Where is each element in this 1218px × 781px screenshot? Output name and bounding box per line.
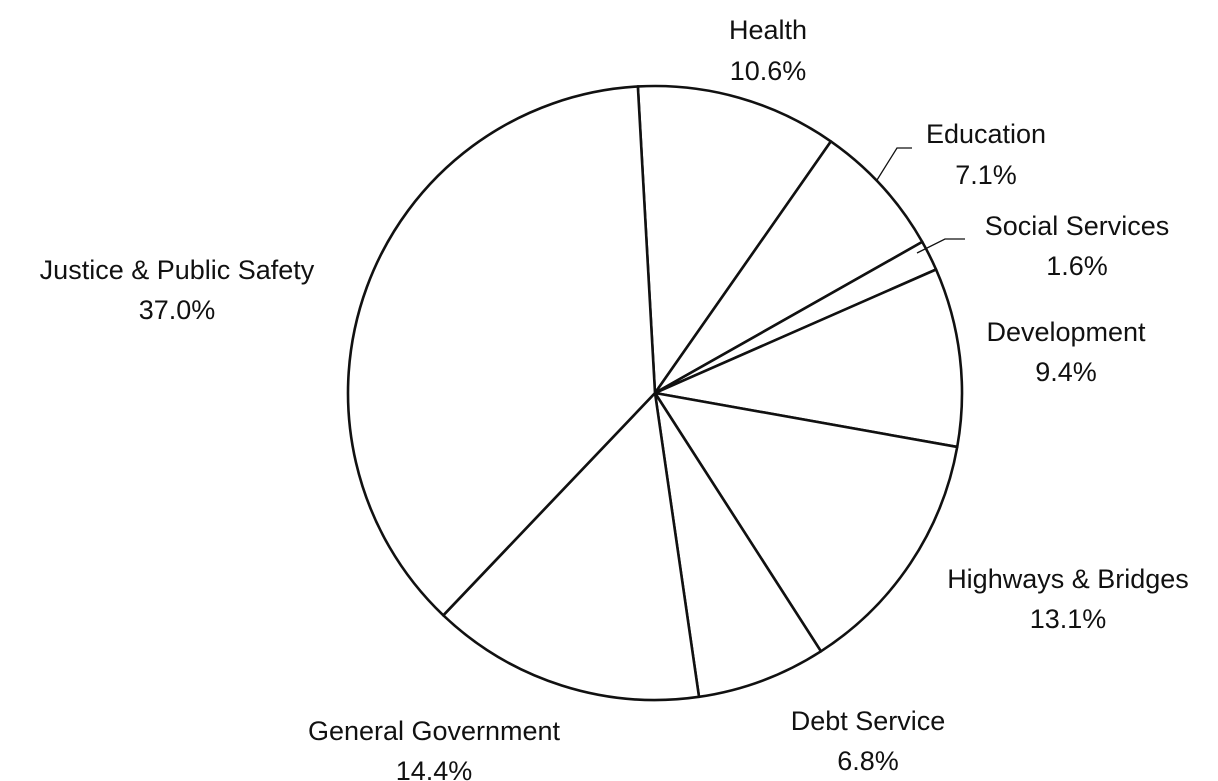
slice-label: Highways & Bridges: [947, 564, 1189, 594]
labels-layer: Health 10.6% Education 7.1% Social Services 1…: [40, 15, 1189, 781]
slice-value-label: 1.6%: [1046, 251, 1108, 281]
slice-value-label: 10.6%: [730, 56, 807, 86]
leader-line: [916, 238, 965, 254]
slice-label: Health: [729, 15, 807, 45]
pie-slice-health: [636, 84, 833, 395]
slice-value-label: 6.8%: [837, 746, 899, 776]
leader-line: [876, 147, 912, 181]
pie-slice-justice-public-safety: [346, 85, 657, 617]
slice-value-label: 13.1%: [1030, 604, 1107, 634]
pie-slice-education: [653, 140, 924, 395]
slice-label: Development: [986, 317, 1146, 347]
leader-lines-layer: [876, 147, 965, 254]
pie-slice-development: [653, 268, 964, 449]
slice-value-label: 37.0%: [139, 295, 216, 325]
pie-slice-general-government: [441, 391, 701, 702]
pie-slice-highways-bridges: [653, 391, 959, 653]
slice-value-label: 9.4%: [1035, 357, 1097, 387]
slice-label: Justice & Public Safety: [40, 255, 315, 285]
slice-value-label: 7.1%: [955, 160, 1017, 190]
slice-label: Education: [926, 119, 1046, 149]
slice-value-label: 14.4%: [396, 756, 473, 781]
slice-label: General Government: [308, 716, 561, 746]
slice-label: Debt Service: [791, 706, 946, 736]
pie-slice-debt-service: [653, 391, 823, 699]
slice-label: Social Services: [985, 211, 1170, 241]
slices-layer: [346, 84, 964, 702]
